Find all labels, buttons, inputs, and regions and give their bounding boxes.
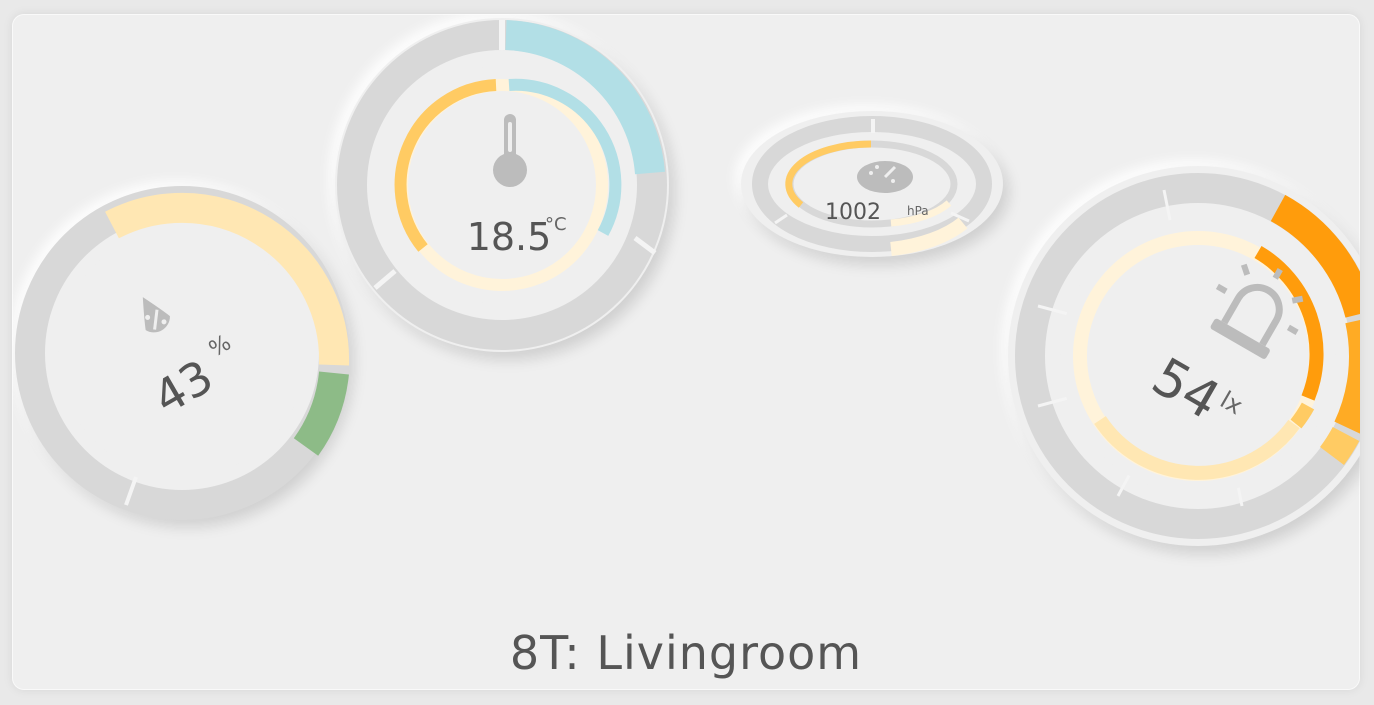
humidity-drop-icon (142, 297, 170, 333)
temperature-divider (633, 236, 657, 255)
pressure-inner-arc (785, 140, 872, 208)
temperature-value: 18.5 (467, 215, 552, 259)
pressure-outer-arc-light (890, 217, 968, 256)
illuminance-face (1060, 218, 1336, 494)
temperature-gauge-graphic: 18.5 °C (337, 20, 667, 350)
card-title: 8T: Livingroom (509, 626, 863, 680)
illuminance-inner-arc-light (1094, 416, 1300, 480)
pressure-gauge[interactable]: 1002 hPa (741, 111, 1003, 257)
temperature-outer-arc (505, 20, 665, 175)
illuminance-outer-arc (1270, 194, 1360, 319)
alarm-light-icon (1210, 263, 1304, 359)
illuminance-inner-arc-2 (1290, 402, 1315, 429)
pressure-inner-arc-light (890, 200, 952, 227)
illuminance-divider (1162, 189, 1172, 221)
thermometer-icon (493, 114, 527, 187)
temperature-divider (373, 269, 397, 290)
illuminance-inner-arc (1254, 245, 1324, 401)
sensor-card: 43 % 18.5 °C (12, 14, 1360, 690)
illuminance-divider (1037, 396, 1069, 408)
illuminance-outer-arc-2 (1334, 320, 1360, 434)
humidity-ok-arc (105, 192, 350, 366)
illuminance-outer-arc-3 (1319, 426, 1360, 466)
illuminance-track (1015, 173, 1360, 539)
humidity-face (58, 229, 306, 477)
illuminance-gauge-graphic: 54 lx (1015, 173, 1360, 539)
temperature-unit: °C (545, 214, 567, 235)
illuminance-divider (1037, 304, 1069, 316)
pressure-divider (950, 211, 970, 223)
humidity-gauge[interactable]: 43 % (15, 186, 350, 520)
pressure-gauge-graphic: 1002 hPa (752, 116, 992, 256)
speedometer-icon (857, 161, 913, 193)
temperature-inner-divider (588, 244, 609, 265)
humidity-divider (124, 476, 138, 506)
temperature-inner-arc-cool (508, 78, 622, 236)
humidity-gauge-graphic: 43 % (15, 186, 350, 520)
pressure-value: 1002 (825, 200, 881, 225)
illuminance-gauge[interactable]: 54 lx (1008, 166, 1360, 546)
temperature-gauge[interactable]: 18.5 °C (335, 18, 669, 352)
temperature-inner-arc (394, 79, 497, 252)
pressure-unit: hPa (907, 204, 929, 218)
humidity-level-arc (293, 371, 349, 456)
pressure-divider (774, 213, 788, 225)
